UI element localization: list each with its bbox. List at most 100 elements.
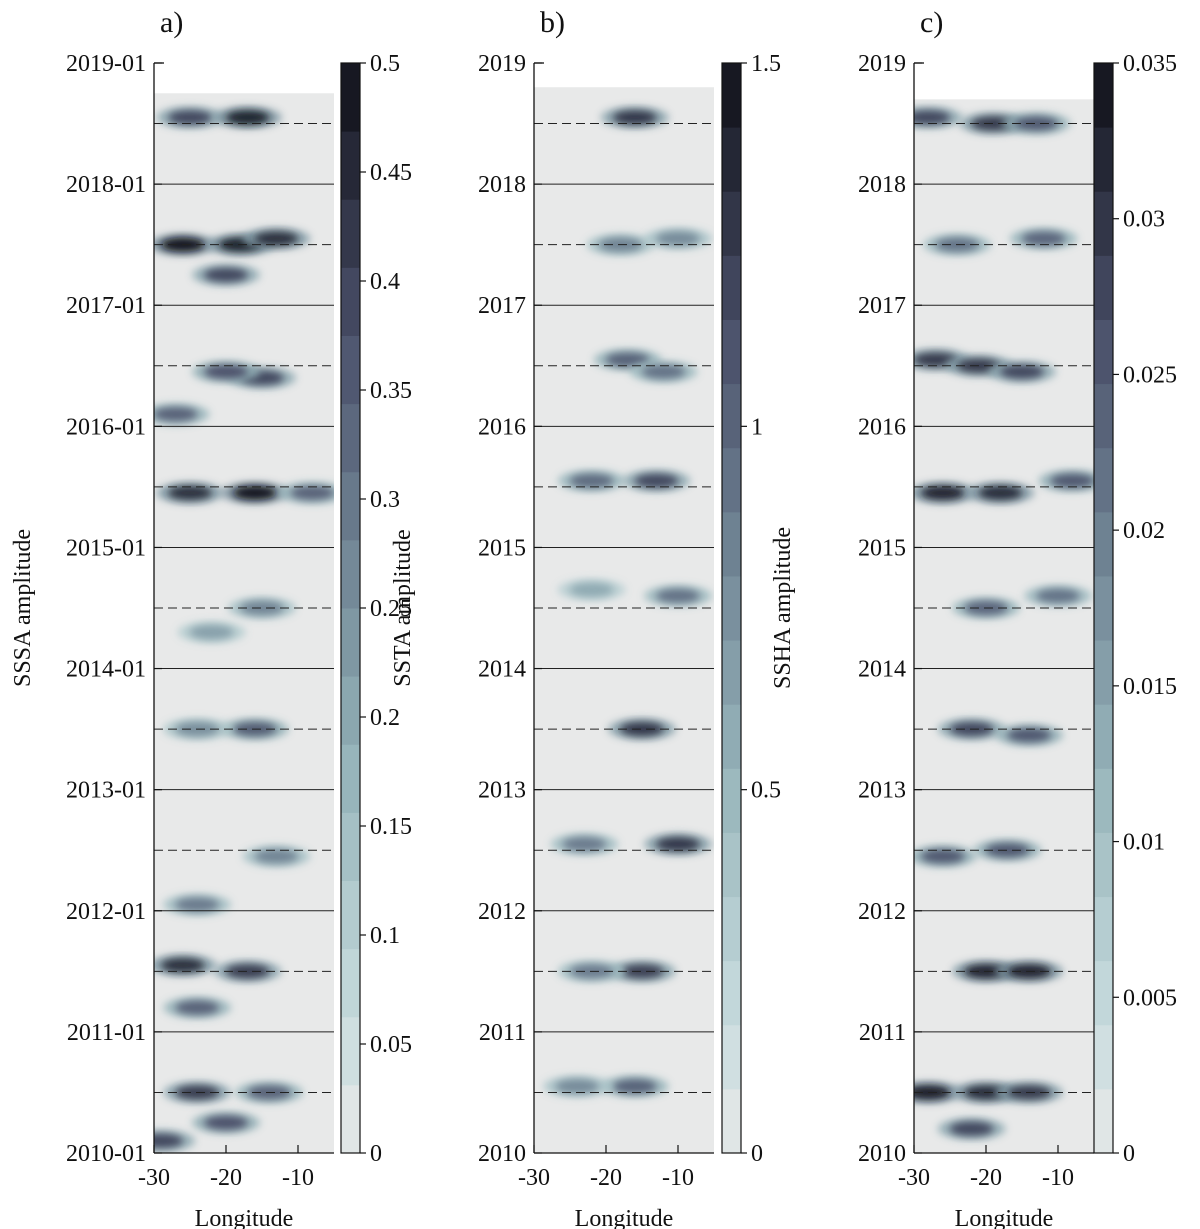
heatmap-blob xyxy=(920,485,965,500)
colorbar-band xyxy=(722,511,741,577)
x-tick-label: -20 xyxy=(590,1165,622,1191)
colorbar: 0 0.05 0.1 0.15 0.2 0.25 0.3 0.35 0.4 0.45 0.5 xyxy=(340,51,412,1167)
colorbar-band xyxy=(722,191,741,256)
y-tick-label: 2019 xyxy=(858,51,906,77)
colorbar-band xyxy=(722,1024,741,1090)
heatmap-blob xyxy=(1007,728,1052,743)
heatmap-blob xyxy=(620,964,664,979)
y-tick-label: 2012 xyxy=(478,899,526,925)
y-tick-label: 2014-01 xyxy=(66,657,146,683)
heatmap-blob xyxy=(562,837,607,852)
colorbar-band xyxy=(1094,768,1113,833)
colorbar-tick-label: 1.5 xyxy=(751,51,781,77)
colorbar-band xyxy=(722,704,741,769)
colorbar-band xyxy=(341,335,360,405)
heatmap-blob xyxy=(154,1133,184,1148)
heatmap-blob xyxy=(569,582,614,597)
heatmap-blob xyxy=(914,110,951,125)
x-axis-title: Longitude xyxy=(575,1206,674,1229)
y-tick-label: 2012 xyxy=(858,899,906,925)
heatmap-blob xyxy=(204,364,248,379)
colorbar-band xyxy=(722,127,741,192)
y-tick-label: 2018 xyxy=(478,172,526,198)
colorbar-tick-label: 0.4 xyxy=(370,269,400,295)
heatmap-blob xyxy=(634,473,679,488)
x-tick-label: -10 xyxy=(282,1165,314,1191)
colorbar-tick-label: 0 xyxy=(370,1141,382,1167)
colorbar-band xyxy=(1094,447,1113,513)
colorbar-band xyxy=(1094,127,1113,192)
colorbar-tick-label: 0.015 xyxy=(1123,674,1177,700)
panel-label: a) xyxy=(160,6,183,39)
colorbar-band xyxy=(341,880,360,950)
y-tick-label: 2012-01 xyxy=(66,899,146,925)
colorbar-band xyxy=(341,812,360,881)
y-axis-title: SSHA amplitude xyxy=(770,527,796,689)
y-tick-label: 2017 xyxy=(478,293,526,319)
colorbar-band xyxy=(1094,319,1113,385)
colorbar-band xyxy=(722,960,741,1026)
colorbar-band xyxy=(341,1084,360,1154)
y-tick-label: 2019 xyxy=(478,51,526,77)
y-tick-label: 2010 xyxy=(858,1141,906,1167)
panel-c: 2010 2011 2012 2013 2014 2015 2016 2017 2018 2019… xyxy=(770,6,1177,1229)
y-tick-label: 2015-01 xyxy=(66,535,146,561)
colorbar-band xyxy=(1094,1088,1113,1154)
y-tick-label: 2016 xyxy=(858,414,906,440)
heatmap-blob xyxy=(1050,473,1094,488)
heatmap-blob xyxy=(620,722,664,737)
heatmap-blob xyxy=(168,485,212,500)
colorbar-band xyxy=(341,403,360,473)
x-tick-label: -30 xyxy=(518,1165,550,1191)
plot-background xyxy=(914,99,1094,1153)
x-tick-label: -20 xyxy=(970,1165,1002,1191)
colorbar-tick-label: 0.25 xyxy=(370,596,412,622)
colorbar-band xyxy=(341,676,360,745)
y-tick-label: 2018-01 xyxy=(66,172,146,198)
heatmap-blob xyxy=(160,958,205,973)
colorbar-band xyxy=(1094,832,1113,898)
y-tick-label: 2017 xyxy=(858,293,906,319)
colorbar-band xyxy=(341,63,360,132)
x-tick-label: -30 xyxy=(138,1165,170,1191)
colorbar-band xyxy=(722,447,741,513)
x-tick-label: -20 xyxy=(210,1165,242,1191)
heatmap-blob xyxy=(656,231,700,246)
colorbar-tick-label: 0.035 xyxy=(1123,51,1177,77)
heatmap-blob xyxy=(189,625,234,640)
y-tick-label: 2013 xyxy=(858,778,906,804)
colorbar-band xyxy=(1094,704,1113,769)
colorbar-band xyxy=(722,319,741,385)
heatmap-blob xyxy=(656,837,700,852)
panel-label: b) xyxy=(540,6,565,39)
colorbar-tick-label: 0.005 xyxy=(1123,985,1177,1011)
colorbar-tick-label: 0.35 xyxy=(370,378,412,404)
y-axis-title: SSSA amplitude xyxy=(10,529,36,687)
colorbar-band xyxy=(722,575,741,641)
y-tick-label: 2017-01 xyxy=(66,293,146,319)
y-tick-label: 2011 xyxy=(479,1020,526,1046)
heatmap-blob xyxy=(254,849,299,864)
y-tick-label: 2014 xyxy=(478,657,526,683)
colorbar-tick-label: 0.15 xyxy=(370,814,412,840)
y-tick-label: 2014 xyxy=(858,657,906,683)
colorbar: 0 0.005 0.01 0.015 0.02 0.025 0.03 0.035 xyxy=(1093,51,1177,1167)
heatmap-blob xyxy=(175,1000,220,1015)
colorbar-tick-label: 0 xyxy=(1123,1141,1135,1167)
heatmap-blob xyxy=(1000,364,1044,379)
colorbar-band xyxy=(1094,1024,1113,1090)
colorbar-band xyxy=(1094,640,1113,705)
heatmap-blob xyxy=(154,407,198,422)
y-tick-label: 2015 xyxy=(858,535,906,561)
y-tick-label: 2018 xyxy=(858,172,906,198)
heatmap-blob xyxy=(204,1115,248,1130)
y-tick-label: 2016 xyxy=(478,414,526,440)
heatmap-blob xyxy=(985,843,1030,858)
heatmap-blob xyxy=(232,485,277,500)
x-tick-label: -30 xyxy=(898,1165,930,1191)
colorbar-band xyxy=(1094,575,1113,641)
colorbar-tick-label: 0.5 xyxy=(751,778,781,804)
y-tick-label: 2013 xyxy=(478,778,526,804)
colorbar-band xyxy=(341,608,360,677)
heatmap-blob xyxy=(225,964,270,979)
